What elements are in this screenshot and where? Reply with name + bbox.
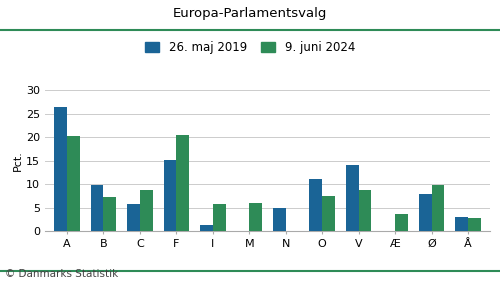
Bar: [358, 190, 372, 231]
Bar: [176, 135, 189, 231]
Bar: [200, 225, 213, 231]
Bar: [127, 204, 140, 231]
Bar: [273, 208, 285, 231]
Text: Europa-Parlamentsvalg: Europa-Parlamentsvalg: [173, 7, 327, 20]
Bar: [310, 179, 322, 231]
Bar: [164, 160, 176, 231]
Bar: [67, 136, 80, 231]
Text: © Danmarks Statistik: © Danmarks Statistik: [5, 269, 118, 279]
Bar: [250, 202, 262, 231]
Bar: [322, 196, 335, 231]
Bar: [213, 204, 226, 231]
Bar: [104, 197, 116, 231]
Bar: [140, 190, 152, 231]
Bar: [54, 107, 67, 231]
Bar: [395, 214, 408, 231]
Y-axis label: Pct.: Pct.: [13, 150, 23, 171]
Bar: [346, 166, 358, 231]
Bar: [468, 218, 481, 231]
Legend: 26. maj 2019, 9. juni 2024: 26. maj 2019, 9. juni 2024: [145, 41, 355, 54]
Bar: [90, 185, 104, 231]
Bar: [419, 194, 432, 231]
Bar: [432, 185, 444, 231]
Bar: [456, 217, 468, 231]
